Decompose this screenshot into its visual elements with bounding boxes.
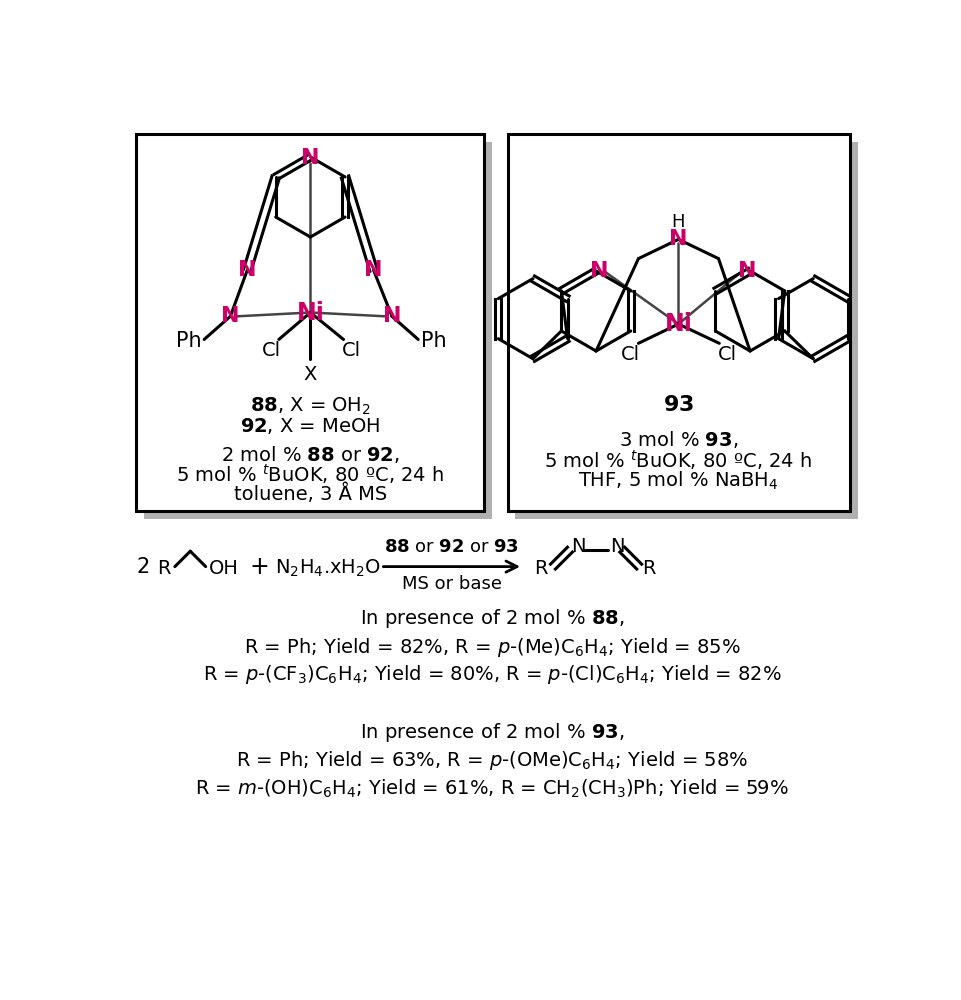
Text: $\mathbf{88}$, X = OH$_2$: $\mathbf{88}$, X = OH$_2$ <box>250 396 371 417</box>
Text: N$_2$H$_4$.xH$_2$O: N$_2$H$_4$.xH$_2$O <box>275 557 382 579</box>
Text: OH: OH <box>209 559 238 578</box>
Text: Ph: Ph <box>176 331 202 351</box>
Text: $\mathbf{93}$: $\mathbf{93}$ <box>663 395 694 415</box>
Text: Ni: Ni <box>297 300 325 324</box>
Text: 2 mol % $\mathbf{88}$ or $\mathbf{92}$,: 2 mol % $\mathbf{88}$ or $\mathbf{92}$, <box>221 444 400 465</box>
Text: Cl: Cl <box>621 345 640 364</box>
Text: N: N <box>301 148 320 168</box>
Text: R = Ph; Yield = 63%, R = $p$-(OMe)C$_6$H$_4$; Yield = 58%: R = Ph; Yield = 63%, R = $p$-(OMe)C$_6$H… <box>236 749 748 772</box>
Bar <box>144 142 492 519</box>
Text: N: N <box>738 261 756 281</box>
Text: $\mathbf{88}$ or $\mathbf{92}$ or $\mathbf{93}$: $\mathbf{88}$ or $\mathbf{92}$ or $\math… <box>384 538 519 556</box>
Bar <box>507 134 850 511</box>
Text: Cl: Cl <box>261 342 281 360</box>
Text: N: N <box>364 260 382 280</box>
Text: N: N <box>610 537 625 556</box>
Text: In presence of 2 mol % $\mathbf{93}$,: In presence of 2 mol % $\mathbf{93}$, <box>360 721 625 744</box>
Text: +: + <box>250 555 269 579</box>
Text: 2: 2 <box>136 557 150 577</box>
Text: $\mathbf{92}$, X = MeOH: $\mathbf{92}$, X = MeOH <box>240 416 381 436</box>
Text: 3 mol % $\mathbf{93}$,: 3 mol % $\mathbf{93}$, <box>619 429 738 450</box>
Text: Cl: Cl <box>342 342 360 360</box>
Text: R = $p$-(CF$_3$)C$_6$H$_4$; Yield = 80%, R = $p$-(Cl)C$_6$H$_4$; Yield = 82%: R = $p$-(CF$_3$)C$_6$H$_4$; Yield = 80%,… <box>203 663 781 686</box>
Text: N: N <box>572 537 586 556</box>
Text: N: N <box>669 229 688 249</box>
Text: N: N <box>238 260 257 280</box>
Text: Cl: Cl <box>718 345 736 364</box>
Text: 5 mol % $^t$BuOK, 80 ºC, 24 h: 5 mol % $^t$BuOK, 80 ºC, 24 h <box>545 448 812 472</box>
Text: R: R <box>642 559 655 578</box>
Text: R = $m$-(OH)C$_6$H$_4$; Yield = 61%, R = CH$_2$(CH$_3$)Ph; Yield = 59%: R = $m$-(OH)C$_6$H$_4$; Yield = 61%, R =… <box>195 777 789 800</box>
Text: toluene, 3 Å MS: toluene, 3 Å MS <box>234 483 387 504</box>
Text: THF, 5 mol % NaBH$_4$: THF, 5 mol % NaBH$_4$ <box>579 469 778 492</box>
Text: N: N <box>590 261 608 281</box>
Text: H: H <box>672 213 685 231</box>
Text: Ph: Ph <box>421 331 447 351</box>
Text: N: N <box>221 306 239 326</box>
Text: R = Ph; Yield = 82%, R = $p$-(Me)C$_6$H$_4$; Yield = 85%: R = Ph; Yield = 82%, R = $p$-(Me)C$_6$H$… <box>244 636 740 659</box>
Text: X: X <box>304 365 317 384</box>
Bar <box>515 142 858 519</box>
Bar <box>136 134 484 511</box>
Text: Ni: Ni <box>664 312 693 336</box>
Text: N: N <box>382 306 402 326</box>
Text: MS or base: MS or base <box>402 575 502 593</box>
Text: 5 mol % $^t$BuOK, 80 ºC, 24 h: 5 mol % $^t$BuOK, 80 ºC, 24 h <box>177 462 444 486</box>
Text: R: R <box>534 559 548 578</box>
Text: R: R <box>158 559 171 578</box>
Text: In presence of 2 mol % $\mathbf{88}$,: In presence of 2 mol % $\mathbf{88}$, <box>360 607 625 630</box>
